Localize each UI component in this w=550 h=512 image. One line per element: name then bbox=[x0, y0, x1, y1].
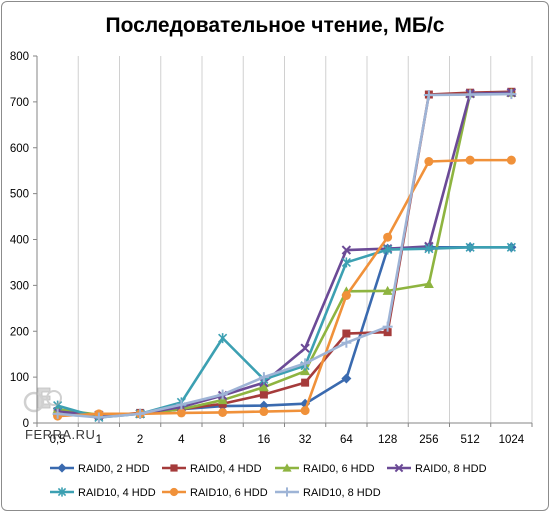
legend-label: RAID0, 2 HDD bbox=[78, 463, 150, 475]
data-point bbox=[282, 463, 292, 472]
data-point bbox=[382, 321, 393, 332]
data-point bbox=[465, 89, 476, 100]
legend-label: RAID0, 6 HDD bbox=[303, 463, 375, 475]
legend-label: RAID10, 4 HDD bbox=[78, 487, 156, 499]
data-point bbox=[342, 329, 351, 338]
x-tick-label: 2 bbox=[137, 434, 143, 446]
data-point bbox=[465, 242, 475, 253]
data-point bbox=[300, 343, 310, 353]
data-point bbox=[217, 389, 228, 400]
data-point bbox=[506, 242, 516, 253]
data-point bbox=[341, 245, 352, 255]
data-point bbox=[258, 372, 269, 383]
axes bbox=[33, 55, 533, 427]
data-point bbox=[217, 395, 228, 405]
y-tick-label: 300 bbox=[10, 280, 29, 292]
x-tick-label: 512 bbox=[461, 434, 480, 446]
data-point bbox=[341, 337, 352, 348]
x-tick-label: 32 bbox=[299, 434, 312, 446]
x-tick-label: 64 bbox=[340, 434, 353, 446]
legend-item: RAID0, 6 HDD bbox=[275, 463, 375, 475]
data-point bbox=[383, 244, 393, 255]
data-point bbox=[383, 232, 393, 242]
legend-item: RAID10, 8 HDD bbox=[275, 487, 381, 499]
x-tick-label: 1024 bbox=[499, 434, 525, 446]
x-tick-label: 256 bbox=[419, 434, 438, 446]
data-point bbox=[424, 157, 434, 167]
data-point bbox=[300, 406, 310, 416]
legend-item: RAID0, 2 HDD bbox=[50, 463, 150, 475]
data-point bbox=[423, 278, 434, 288]
data-point bbox=[57, 463, 67, 473]
y-tick-labels: 0 100 200 300 400 500 600 700 800 bbox=[10, 51, 29, 430]
data-point bbox=[506, 89, 517, 100]
data-point bbox=[176, 408, 186, 418]
x-tick-label: 4 bbox=[178, 434, 185, 446]
data-point bbox=[135, 408, 146, 419]
x-tick-labels: 0,5 1 2 4 8 16 32 64 128 256 512 1024 bbox=[50, 434, 525, 446]
legend-item: RAID0, 4 HDD bbox=[162, 463, 262, 475]
data-point bbox=[258, 382, 269, 392]
data-point bbox=[506, 155, 516, 165]
data-point bbox=[300, 366, 311, 376]
x-tick-label: 8 bbox=[219, 434, 225, 446]
data-point bbox=[301, 378, 310, 387]
data-point bbox=[394, 463, 404, 473]
data-point bbox=[424, 243, 434, 254]
x-tick-label: 0,5 bbox=[50, 434, 66, 446]
x-tick-label: 1 bbox=[96, 434, 102, 446]
ferra-logo bbox=[23, 387, 62, 413]
grid-lines bbox=[77, 56, 533, 423]
data-point bbox=[57, 487, 67, 497]
legend-item: RAID10, 4 HDD bbox=[50, 487, 156, 499]
y-tick-label: 100 bbox=[10, 372, 29, 384]
legend: RAID0, 2 HDD RAID0, 4 HDD RAID0, 6 HDD RAID… bbox=[50, 463, 487, 499]
legend-item: RAID0, 8 HDD bbox=[387, 463, 487, 475]
x-tick-label: 16 bbox=[257, 434, 270, 446]
y-tick-label: 400 bbox=[10, 235, 29, 247]
data-point bbox=[465, 155, 475, 165]
y-tick-label: 200 bbox=[10, 326, 29, 338]
series-line bbox=[57, 92, 512, 419]
data-point bbox=[259, 407, 269, 417]
data-point bbox=[382, 285, 393, 295]
data-point bbox=[383, 328, 392, 337]
y-tick-label: 500 bbox=[10, 189, 29, 201]
y-tick-label: 600 bbox=[10, 143, 29, 155]
series-group bbox=[52, 87, 517, 423]
legend-label: RAID10, 8 HDD bbox=[303, 487, 381, 499]
data-point bbox=[341, 373, 352, 384]
data-point bbox=[218, 407, 228, 417]
legend-label: RAID0, 4 HDD bbox=[190, 463, 262, 475]
data-point bbox=[169, 487, 179, 497]
data-point bbox=[218, 333, 228, 344]
data-point bbox=[176, 399, 187, 410]
data-point bbox=[52, 408, 63, 419]
data-point bbox=[259, 390, 268, 399]
data-point bbox=[300, 358, 311, 369]
y-tick-label: 700 bbox=[10, 97, 29, 109]
y-tick-label: 0 bbox=[23, 418, 29, 430]
legend-label: RAID10, 6 HDD bbox=[190, 487, 268, 499]
x-tick-label: 128 bbox=[378, 434, 397, 446]
y-tick-label: 800 bbox=[10, 51, 29, 63]
series-7 bbox=[52, 89, 517, 423]
data-point bbox=[341, 290, 351, 300]
data-point bbox=[170, 464, 178, 472]
data-point bbox=[93, 412, 104, 423]
data-point bbox=[341, 257, 351, 268]
data-point bbox=[423, 89, 434, 100]
legend-label: RAID0, 8 HDD bbox=[415, 463, 487, 475]
watermark-text: FERRA.RU bbox=[25, 427, 96, 442]
data-point bbox=[282, 487, 292, 497]
chart-title: Последовательное чтение, МБ/с bbox=[105, 14, 445, 37]
legend-item: RAID10, 6 HDD bbox=[162, 487, 268, 499]
